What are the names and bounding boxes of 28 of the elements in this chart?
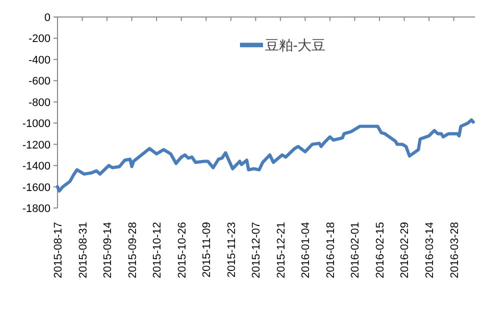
legend-label: 豆粕-大豆 (265, 37, 326, 53)
x-tick-label: 2016-01-04 (300, 222, 312, 278)
y-tick-label: -1200 (22, 139, 50, 152)
x-tick-label: 2016-02-15 (374, 222, 386, 278)
x-tick-label: 2016-01-18 (324, 222, 337, 278)
x-tick-label: 2016-02-29 (399, 222, 412, 278)
x-tick-label: 2015-11-23 (226, 222, 238, 278)
x-tick-label: 2015-08-17 (52, 222, 64, 278)
y-tick-label: 0 (44, 12, 50, 24)
x-tick-label: 2015-09-14 (102, 222, 114, 278)
y-tick-label: -600 (28, 76, 50, 88)
y-tick-label: -1600 (22, 182, 50, 194)
x-tick-label: 2015-09-28 (126, 222, 139, 278)
x-tick-label: 2015-12-21 (275, 222, 288, 278)
x-tick-label: 2015-08-31 (77, 222, 90, 278)
x-tick-label: 2015-10-26 (176, 222, 188, 278)
y-tick-label: -800 (28, 96, 50, 109)
x-tick-label: 2016-03-28 (448, 222, 461, 278)
y-tick-label: -400 (28, 54, 50, 66)
x-tick-label: 2015-11-09 (201, 222, 214, 278)
y-tick-label: -200 (28, 33, 50, 46)
y-tick-label: -1400 (22, 160, 50, 173)
y-tick-label: -1000 (22, 118, 50, 130)
x-tick-label: 2015-12-07 (250, 222, 263, 278)
x-tick-label: 2015-10-12 (152, 222, 164, 278)
y-tick-label: -1800 (22, 203, 50, 215)
x-tick-label: 2016-03-14 (424, 222, 436, 278)
x-tick-label: 2016-02-01 (350, 222, 362, 278)
